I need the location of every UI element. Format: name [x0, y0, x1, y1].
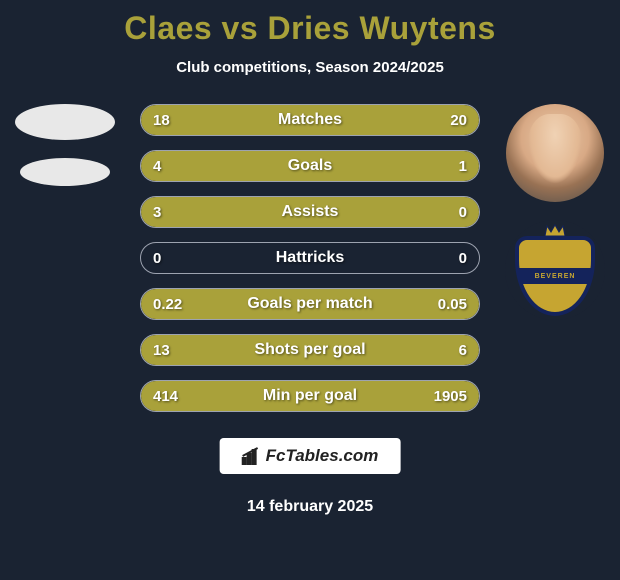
- stat-value-left: 0.22: [153, 289, 182, 319]
- stat-label: Min per goal: [141, 381, 479, 411]
- stat-row: Min per goal414 1905: [140, 380, 480, 412]
- stat-value-left: 414: [153, 381, 178, 411]
- stat-row: Matches18 20: [140, 104, 480, 136]
- stat-label: Shots per goal: [141, 335, 479, 365]
- shield-icon: BEVEREN: [515, 236, 595, 316]
- stat-row: Shots per goal13 6: [140, 334, 480, 366]
- stat-label: Hattricks: [141, 243, 479, 273]
- stat-value-left: 3: [153, 197, 161, 227]
- stat-bars: Matches1820Goals41Assists30Hattricks00Go…: [140, 104, 480, 412]
- stat-label: Assists: [141, 197, 479, 227]
- stat-row: Assists3 0: [140, 196, 480, 228]
- stat-row: Goals4 1: [140, 150, 480, 182]
- title-player2: Dries Wuytens: [268, 10, 496, 46]
- comparison-panel: BEVEREN Matches1820Goals41Assists30Hattr…: [0, 104, 620, 424]
- stat-value-left: 13: [153, 335, 170, 365]
- stat-value-right: 0: [459, 243, 467, 273]
- stat-row: Goals per match0.22 0.05: [140, 288, 480, 320]
- player1-avatar-placeholder: [15, 104, 115, 140]
- stat-label: Goals per match: [141, 289, 479, 319]
- right-player-column: BEVEREN: [500, 104, 610, 320]
- stat-value-right: 1: [459, 151, 467, 181]
- stat-value-left: 18: [153, 105, 170, 135]
- title-player1: Claes: [124, 10, 212, 46]
- title-vs: vs: [222, 10, 259, 46]
- stat-label: Goals: [141, 151, 479, 181]
- stat-value-right: 0: [459, 197, 467, 227]
- player2-club-badge: BEVEREN: [505, 220, 605, 320]
- stat-row: Hattricks0 0: [140, 242, 480, 274]
- stat-value-left: 4: [153, 151, 161, 181]
- page-title: Claes vs Dries Wuytens: [0, 0, 620, 47]
- left-player-column: [10, 104, 120, 186]
- stat-value-right: 20: [450, 105, 467, 135]
- subtitle: Club competitions, Season 2024/2025: [0, 59, 620, 76]
- stat-value-right: 6: [459, 335, 467, 365]
- brand-badge: FcTables.com: [220, 438, 401, 474]
- shield-text: BEVEREN: [519, 268, 591, 284]
- stat-value-right: 1905: [434, 381, 467, 411]
- player2-avatar: [506, 104, 604, 202]
- stat-label: Matches: [141, 105, 479, 135]
- brand-text: FcTables.com: [266, 446, 379, 466]
- date-text: 14 february 2025: [0, 498, 620, 516]
- stat-value-right: 0.05: [438, 289, 467, 319]
- stat-value-left: 0: [153, 243, 161, 273]
- player1-club-placeholder: [20, 158, 110, 186]
- chart-icon: [242, 447, 260, 465]
